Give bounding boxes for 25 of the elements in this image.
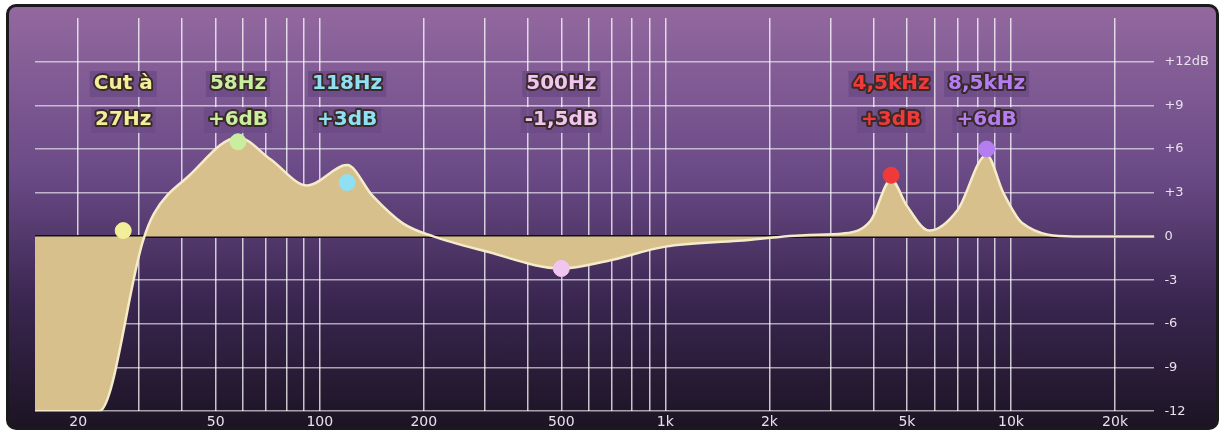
- annotation: 118Hz +3dB: [312, 70, 383, 131]
- x-tick-label: 2k: [760, 413, 779, 430]
- y-tick-label: -12: [1164, 402, 1186, 418]
- x-tick-label: 10k: [998, 413, 1025, 430]
- x-tick-label: 100: [306, 413, 334, 430]
- y-tick-label: +12dB: [1164, 53, 1209, 69]
- annotation: Cut à 27Hz: [93, 70, 153, 131]
- y-tick-label: 0: [1164, 227, 1173, 243]
- x-tick-label: 50: [206, 413, 225, 430]
- x-tick-label: 1k: [656, 413, 675, 430]
- annotation: 500Hz -1,5dB: [524, 70, 598, 131]
- y-tick-label: +3: [1164, 184, 1184, 200]
- x-tick-label: 20: [69, 413, 88, 430]
- annotation: 4,5kHz +3dB: [852, 70, 930, 131]
- y-tick-label: +9: [1164, 96, 1184, 112]
- y-tick-label: +6: [1164, 140, 1184, 156]
- x-tick-label: 200: [410, 413, 438, 430]
- y-tick-label: -6: [1164, 315, 1178, 331]
- annotation: 8,5kHz +6dB: [948, 70, 1026, 131]
- x-tick-label: 20k: [1102, 413, 1129, 430]
- annotation: 58Hz +6dB: [207, 70, 269, 131]
- y-tick-label: -3: [1164, 271, 1178, 287]
- x-tick-label: 500: [547, 413, 575, 430]
- x-tick-label: 5k: [898, 413, 917, 430]
- y-tick-label: -9: [1164, 358, 1178, 374]
